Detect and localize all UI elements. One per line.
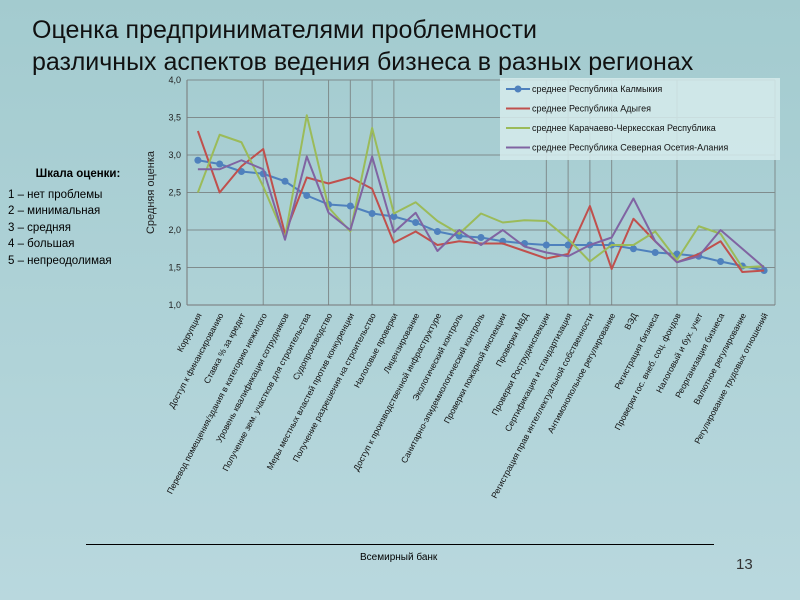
data-point <box>717 258 725 265</box>
y-axis-label: Средняя оценка <box>145 150 157 234</box>
slide-title: Оценка предпринимателями проблемности ра… <box>32 14 693 78</box>
x-tick-label: Регистрация прав интеллектуальной собств… <box>489 311 596 500</box>
y-tick-label: 1,5 <box>168 263 181 273</box>
scale-heading: Шкала оценки: <box>35 168 121 180</box>
source-label: Всемирный банк <box>360 552 438 563</box>
rating-scale: Шкала оценки: 1 – нет проблемы 2 – миним… <box>8 166 148 269</box>
data-point <box>303 192 311 199</box>
y-tick-label: 3,0 <box>168 150 181 160</box>
data-point <box>281 177 289 185</box>
title-line-2: различных аспектов ведения бизнеса в раз… <box>32 48 694 76</box>
y-tick-label: 1,0 <box>168 300 181 310</box>
y-tick-label: 2,5 <box>168 188 181 198</box>
x-tick-label: ВЭД <box>622 311 639 331</box>
data-point <box>216 160 224 168</box>
y-tick-label: 2,0 <box>168 225 181 235</box>
data-point <box>412 219 420 226</box>
x-tick-label: Санитарно-эпидемиологический контроль <box>399 311 487 465</box>
data-point <box>433 228 441 235</box>
legend-label: среднее Республика Северная Осетия-Алани… <box>532 143 728 153</box>
data-point <box>629 245 637 253</box>
legend-label: среднее Карачаево-Черкесская Республика <box>532 123 716 133</box>
title-line-1: Оценка предпринимателями проблемности <box>32 16 537 44</box>
scale-item: 2 – минимальная <box>8 205 101 217</box>
data-point <box>368 210 376 217</box>
scale-item: 4 – большая <box>8 238 75 250</box>
data-point <box>455 232 463 240</box>
page-number: 13 <box>736 556 753 573</box>
data-point <box>390 213 398 220</box>
legend-box <box>500 78 780 160</box>
data-point <box>564 241 572 249</box>
series-line-3 <box>197 155 765 269</box>
data-point <box>651 249 659 256</box>
data-point <box>477 234 485 241</box>
legend-marker <box>514 85 522 93</box>
data-point <box>542 241 550 249</box>
scale-item: 1 – нет проблемы <box>8 188 103 201</box>
footer-divider <box>86 544 714 545</box>
y-tick-label: 3,5 <box>168 113 181 123</box>
scale-item: 3 – средняя <box>8 221 71 234</box>
data-point <box>194 156 202 164</box>
data-point <box>346 202 354 210</box>
series-line-2 <box>196 114 765 269</box>
legend-label: среднее Республика Адыгея <box>532 104 651 114</box>
legend-label: среднее Республика Калмыкия <box>532 84 662 94</box>
y-tick-label: 4,0 <box>168 75 181 85</box>
scale-item: 5 – непреодолимая <box>8 254 112 267</box>
